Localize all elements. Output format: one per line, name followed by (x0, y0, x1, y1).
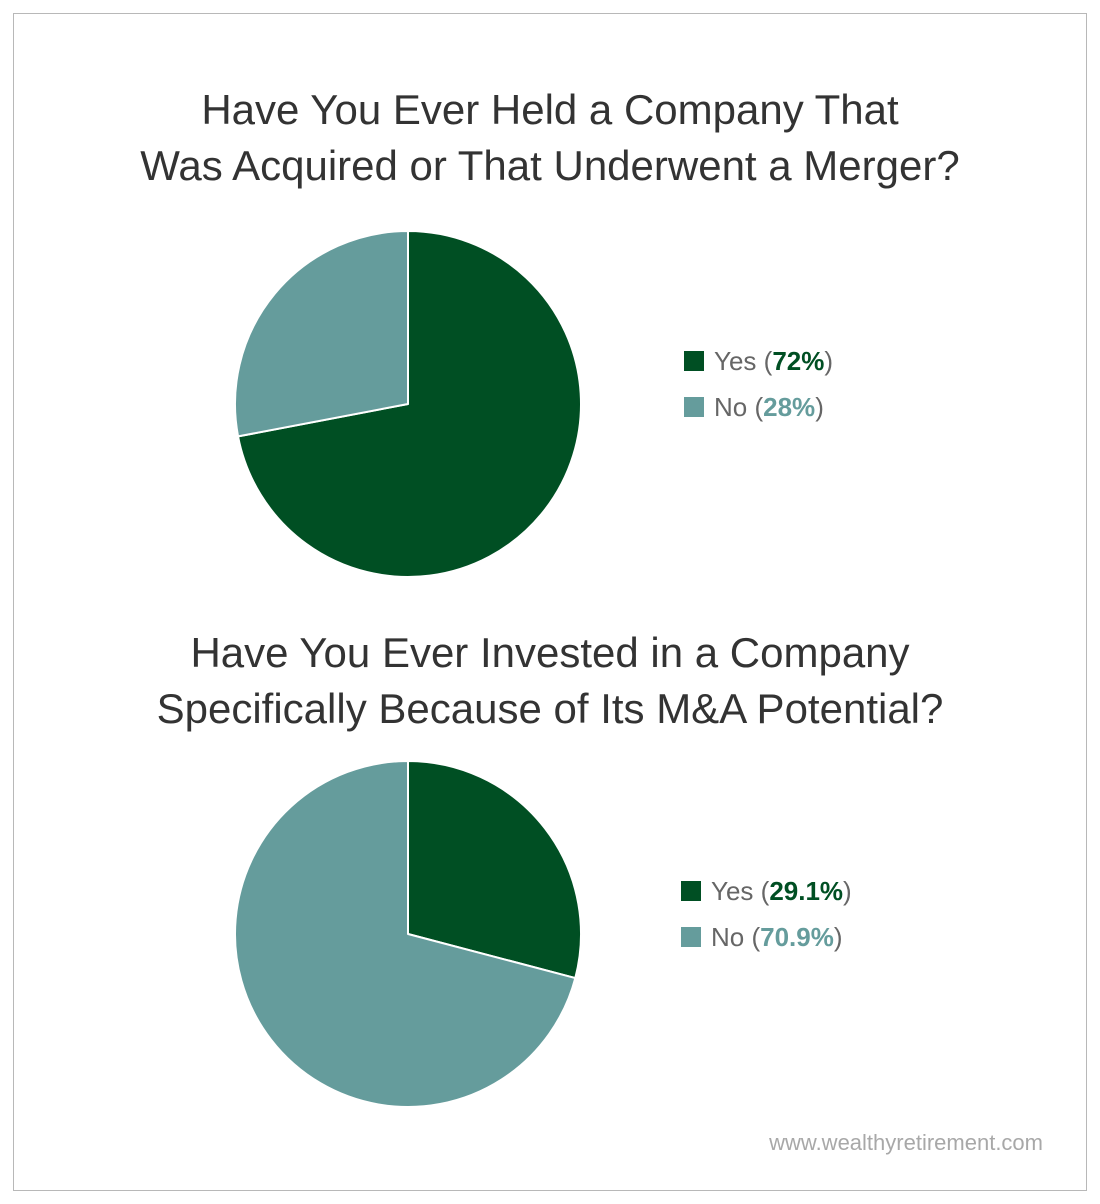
footer-website: www.wealthyretirement.com (769, 1130, 1043, 1155)
chart-1-slice-yes (237, 230, 582, 578)
chart-2-legend-item-no: No (70.9%) (681, 914, 852, 960)
chart-1-pie (234, 230, 582, 578)
chart-2-legend: Yes (29.1%) No (70.9%) (681, 868, 852, 960)
chart-2-title-line-1: Have You Ever Invested in a Company (190, 629, 910, 676)
chart-2-legend-value-no: 70.9% (760, 921, 834, 952)
chart-2-title-line-2: Specifically Because of Its M&A Potentia… (156, 685, 944, 732)
chart-1-title: Have You Ever Held a Company That Was Ac… (0, 82, 1100, 194)
chart-1-slice-no (234, 230, 409, 438)
chart-1-legend-swatch-no (684, 397, 704, 417)
chart-1-legend-item-yes: Yes (72%) (684, 338, 833, 384)
chart-1-title-line-2: Was Acquired or That Underwent a Merger? (140, 142, 960, 189)
chart-2-title: Have You Ever Invested in a Company Spec… (0, 625, 1100, 737)
chart-2-legend-item-yes: Yes (29.1%) (681, 868, 852, 914)
chart-2-legend-value-yes: 29.1% (769, 875, 844, 906)
chart-frame (13, 13, 1087, 1191)
chart-1-legend-value-yes: 72% (772, 345, 825, 376)
chart-2-slice-yes (407, 760, 582, 980)
chart-2-slice-no (234, 760, 577, 1108)
chart-2-legend-label-no: No (711, 921, 745, 952)
chart-1-legend-swatch-yes (684, 351, 704, 371)
chart-2-legend-swatch-no (681, 927, 701, 947)
chart-1-legend: Yes (72%) No (28%) (684, 338, 833, 430)
chart-1-legend-value-no: 28% (763, 391, 816, 422)
chart-1-legend-label-no: No (714, 391, 748, 422)
chart-2-legend-swatch-yes (681, 881, 701, 901)
chart-2-pie (234, 760, 582, 1108)
chart-1-legend-label-yes: Yes (714, 345, 757, 376)
chart-2-legend-label-yes: Yes (711, 875, 754, 906)
chart-1-title-line-1: Have You Ever Held a Company That (201, 86, 899, 133)
chart-1-legend-item-no: No (28%) (684, 384, 833, 430)
